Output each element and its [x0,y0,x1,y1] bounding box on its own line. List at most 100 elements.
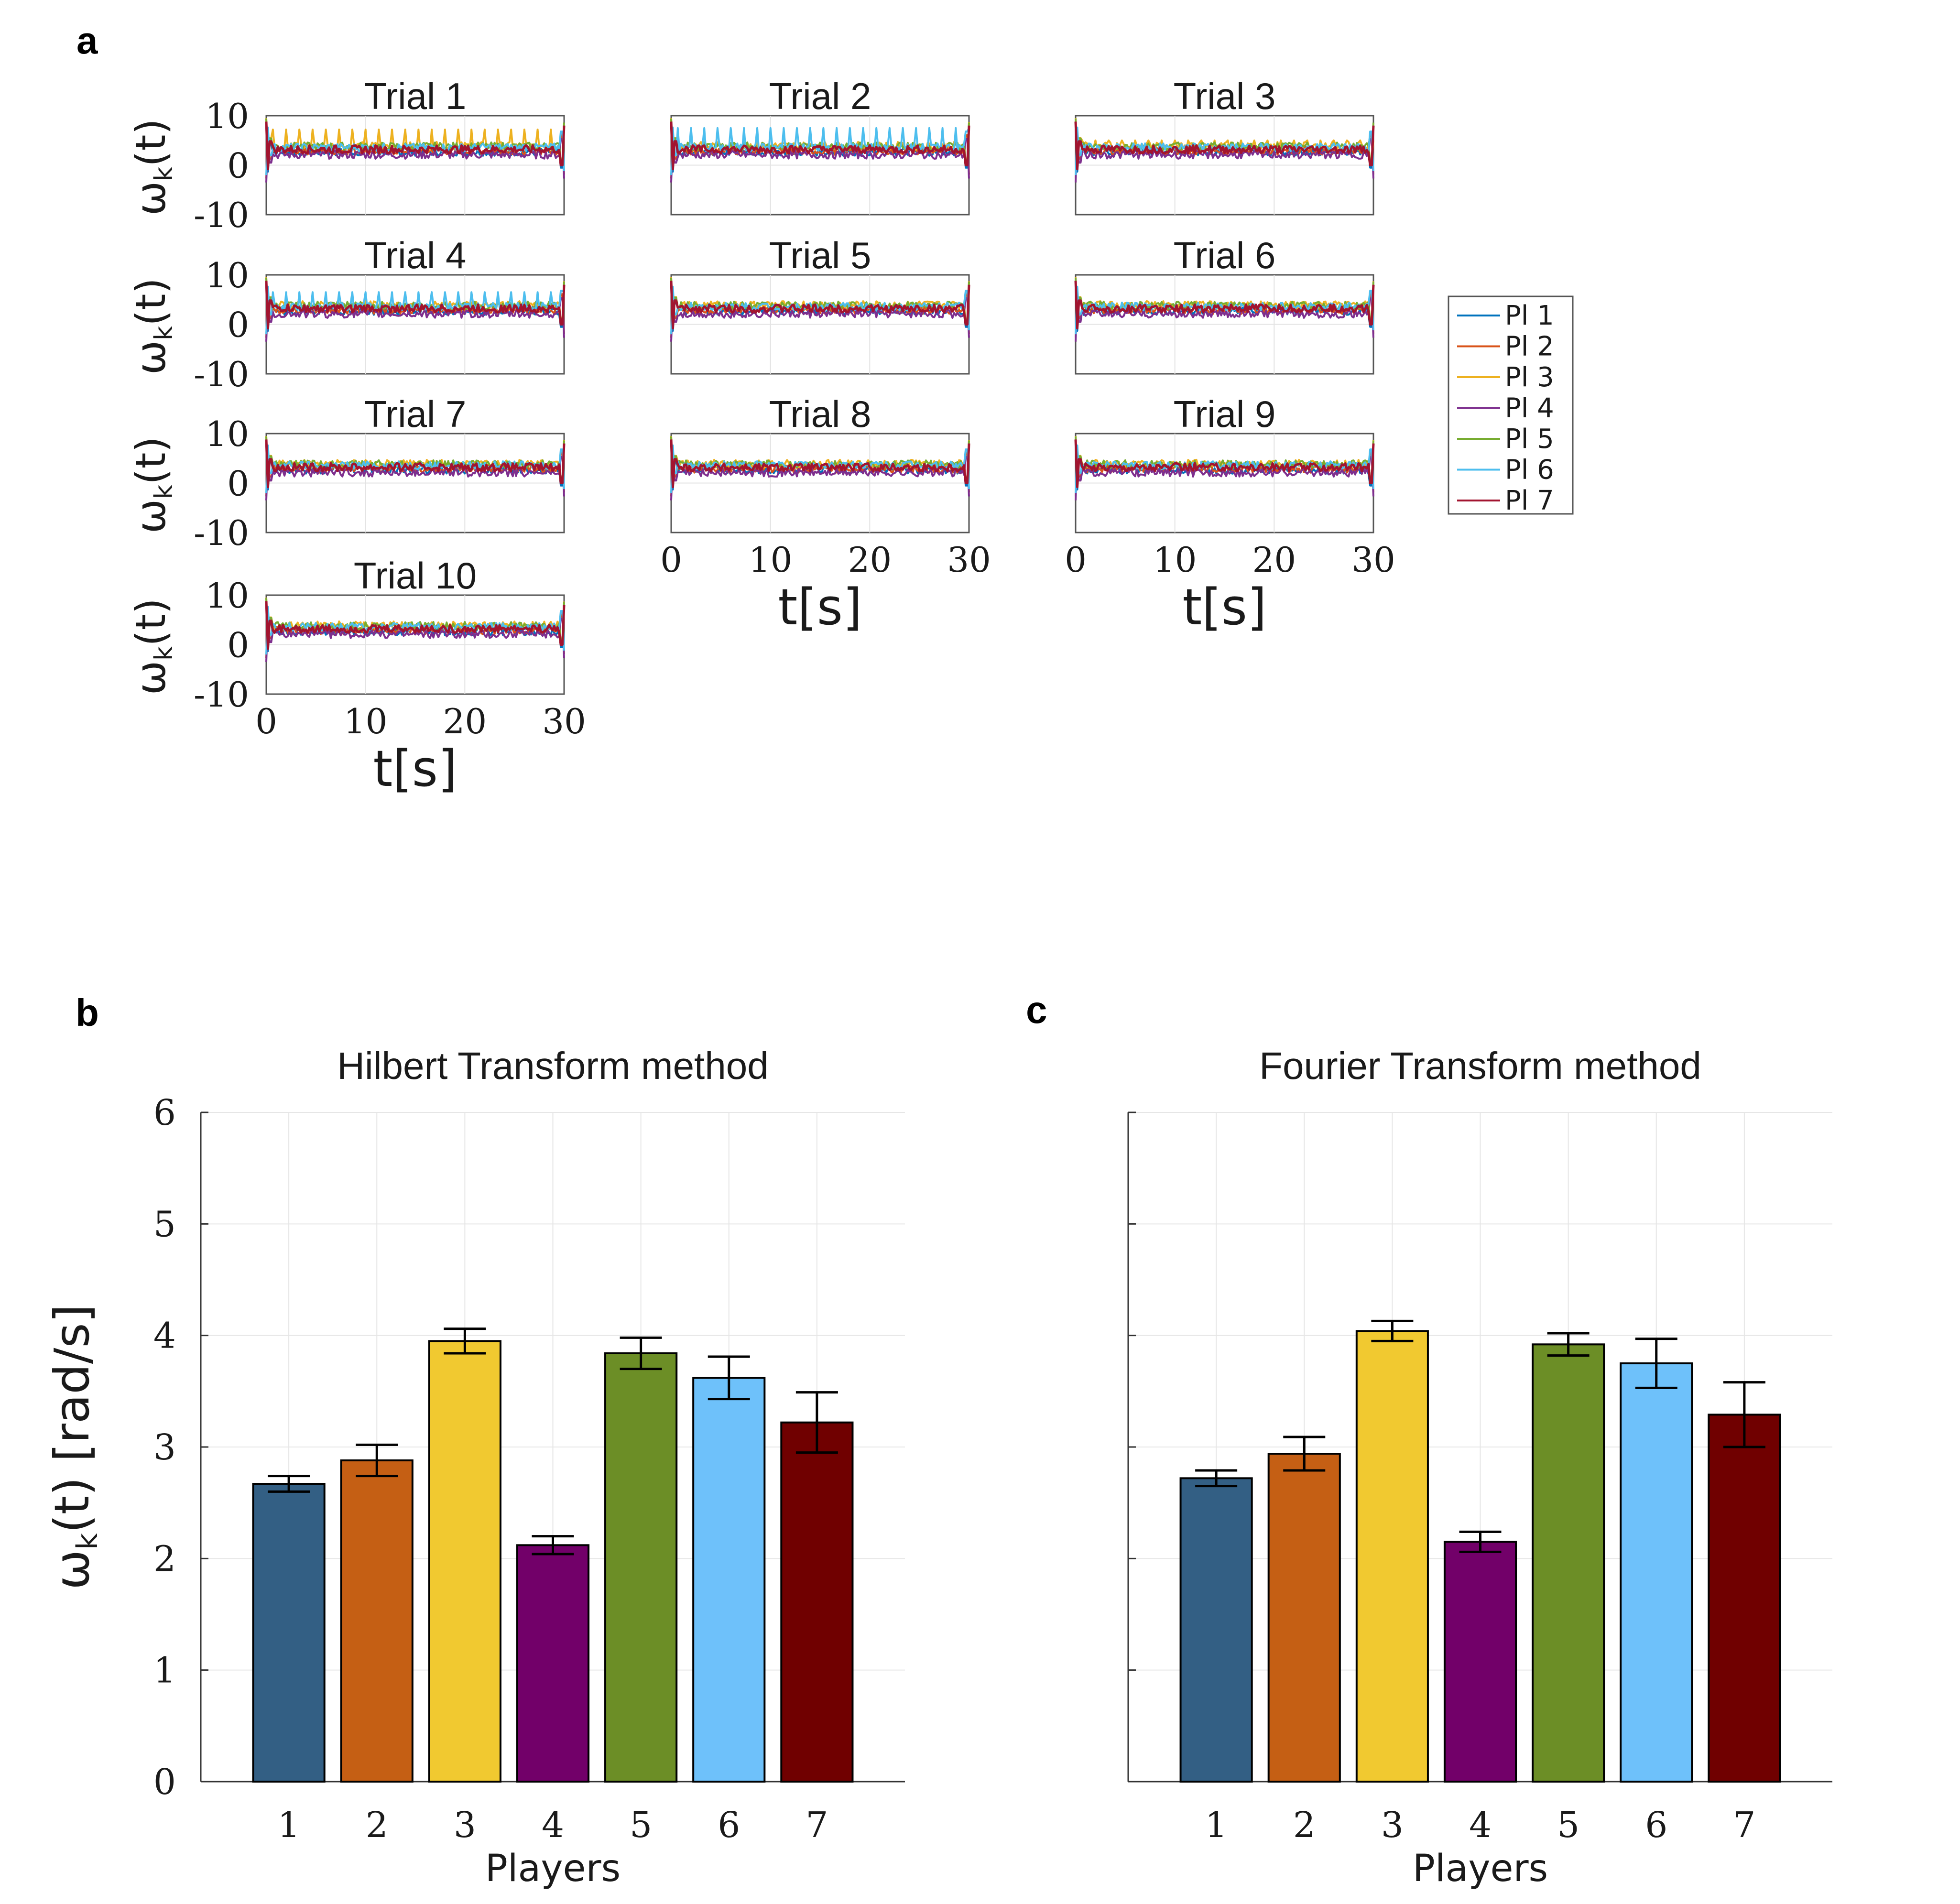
trial-title: Trial 1 [364,75,467,117]
series-line-player-4 [265,293,565,342]
trial-plot-8: Trial 8 0 10 20 30 t[s] [660,393,991,636]
x-tick-label: 6 [1645,1805,1667,1846]
trial-title: Trial 2 [769,75,871,117]
error-bar-player-2 [356,1443,398,1478]
x-tick-label: 0 [1065,540,1087,580]
error-bar-player-3 [1371,1319,1414,1342]
trial-plot-5: Trial 5 [670,234,970,375]
legend-box [1448,295,1574,515]
x-axis-label: Players [1413,1847,1548,1890]
bar-player-2 [340,1459,414,1783]
series-line-player-3 [1075,277,1374,326]
trial-y-axis-label-subscript: k [150,646,178,661]
error-bar-player-4 [532,1535,574,1556]
x-tick-label: 1 [278,1805,300,1846]
error-bar-player-2 [1283,1436,1326,1472]
error-bar-player-4 [1459,1530,1502,1553]
x-tick-label: 7 [1733,1805,1755,1846]
y-tick-label: 10 [205,414,249,454]
y-tick-label: -10 [194,195,249,235]
bar-y-axis-label-subscript: k [71,1533,104,1550]
x-tick-label: 1 [1205,1805,1228,1846]
y-tick-label: 0 [227,625,249,665]
bar-player-1 [252,1483,326,1783]
legend: Pl 1Pl 2Pl 3Pl 4Pl 5Pl 6Pl 7 [1448,295,1574,516]
x-tick-label: 4 [542,1805,564,1846]
x-tick-label: 30 [1351,540,1395,580]
trial-y-axis-label-suffix: (t) [127,119,175,167]
x-tick-label: 10 [344,701,388,741]
series-line-player-7 [670,281,970,330]
x-tick-label: 2 [1293,1805,1316,1846]
bar-player-3 [1355,1330,1429,1783]
y-tick-label: 1 [153,1650,176,1691]
series-line-player-4 [670,293,970,342]
x-tick-label: 20 [848,540,892,580]
y-tick-label: -10 [194,513,249,553]
x-tick-label: 3 [1381,1805,1404,1846]
trial-y-axis-label-symbol: ω [127,661,175,695]
trial-plot-9: Trial 9 0 10 20 30 t[s] [1065,393,1395,636]
trial-y-axis-label: ωk(t) [127,598,178,695]
trial-title: Trial 6 [1174,234,1276,276]
legend-label-player-4: Pl 4 [1505,393,1554,424]
trial-y-axis-label-suffix: (t) [127,436,175,485]
y-tick-label: 0 [227,146,249,186]
bar-player-6 [1620,1362,1693,1783]
bar-y-axis-label-suffix: (t) [rad/s] [44,1304,100,1533]
series-line-player-7 [265,601,566,650]
x-tick-label: 0 [255,701,277,741]
y-tick-label: 4 [153,1316,176,1357]
y-tick-label: 10 [205,96,249,136]
y-tick-label: 2 [153,1538,176,1579]
error-bar-player-6 [708,1355,750,1401]
trial-y-axis-label: ωk(t) [127,436,178,533]
x-axis-label: t[s] [373,740,457,798]
x-axis-label: Players [485,1847,621,1890]
panel-label-b: b [76,991,99,1034]
y-tick-label: 0 [227,464,249,504]
trial-title: Trial 7 [364,393,467,435]
y-tick-label: -10 [194,354,249,394]
error-bar-player-7 [795,1391,838,1454]
error-bar-player-5 [620,1336,662,1371]
trial-y-axis-label: ωk(t) [127,119,178,216]
x-tick-label: 5 [1557,1805,1579,1846]
y-tick-label: 10 [205,255,249,295]
trial-y-axis-label-subscript: k [150,326,178,340]
y-tick-label: 5 [153,1204,176,1245]
trial-plot-3: Trial 3 [1074,75,1375,216]
series-line-player-7 [670,439,970,489]
x-tick-label: 5 [630,1805,652,1846]
error-bar-player-1 [268,1475,310,1493]
trial-plot-7: Trial 7 10 0 -10 ωk(t) [127,393,566,553]
error-bar-player-6 [1635,1338,1677,1389]
series-line-player-7 [1074,439,1375,489]
x-tick-label: 10 [1153,540,1197,580]
error-bar-player-7 [1723,1381,1765,1448]
legend-label-player-2: Pl 2 [1505,331,1554,362]
trial-y-axis-label-symbol: ω [127,499,175,533]
series-line-player-7 [1074,281,1375,330]
series-line-player-4 [265,134,565,183]
trial-y-axis-label-subscript: k [150,485,178,499]
x-tick-label: 20 [443,701,487,741]
trial-y-axis-label-suffix: (t) [127,278,175,326]
trial-y-axis-label-suffix: (t) [127,598,175,646]
x-tick-label: 7 [806,1805,828,1846]
series-line-player-7 [670,121,970,171]
bar-player-1 [1179,1477,1253,1783]
legend-label-player-3: Pl 3 [1505,362,1554,393]
y-tick-label: 3 [153,1427,176,1468]
trial-title: Trial 8 [769,393,871,435]
trial-title: Trial 4 [364,234,467,276]
trial-plot-2: Trial 2 [670,75,970,216]
legend-label-player-1: Pl 1 [1505,300,1554,331]
trial-y-axis-label-subscript: k [150,167,178,181]
bar-player-5 [604,1352,678,1783]
x-axis-label: t[s] [778,578,862,636]
trial-title: Trial 5 [769,234,871,276]
x-axis-label: t[s] [1182,578,1266,636]
